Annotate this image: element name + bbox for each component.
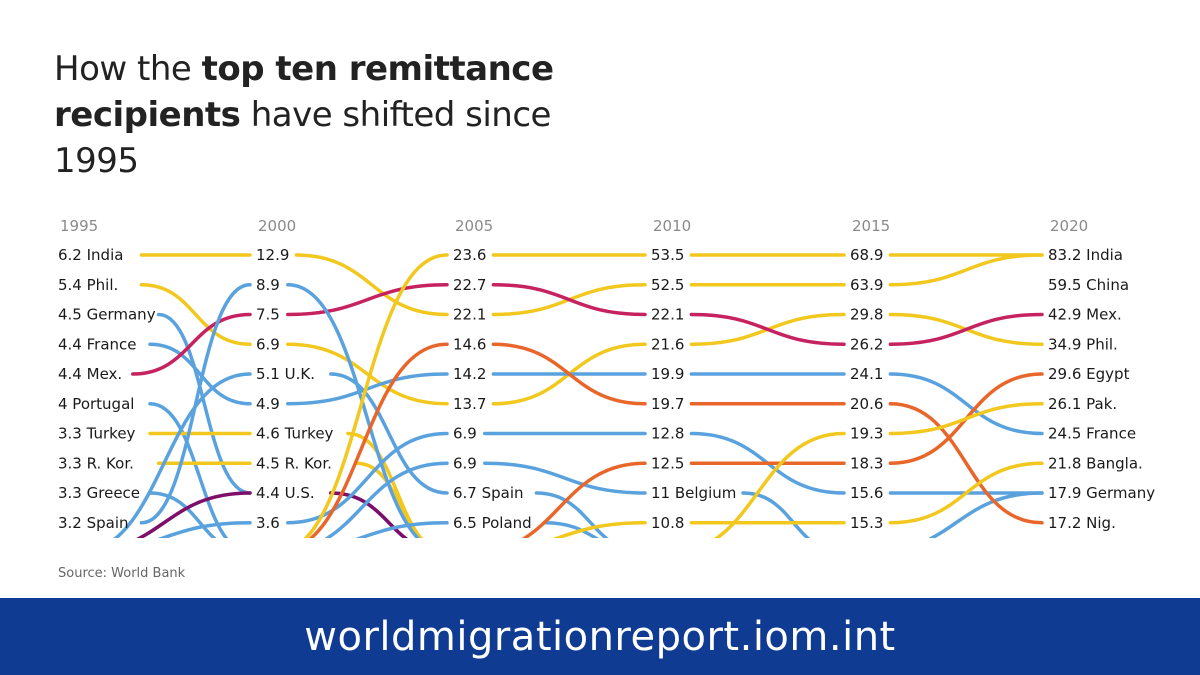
series-line [713,402,1044,538]
series-line [552,461,1044,538]
data-label: 29.6 Egypt [1048,365,1130,383]
year-tick-label: 2020 [1050,217,1088,235]
data-label: 12.9 [256,246,289,264]
data-label: 4.5 R. Kor. [256,454,332,472]
data-label: 26.2 [850,335,883,353]
series-line [113,372,609,538]
data-label: 14.2 [453,365,486,383]
bump-chart: 6.2 India 5.4 Phil. 4.5 Germany 4.4 France 4… [58,217,1155,538]
series-line [148,342,1044,436]
title-text-plain: How the [54,49,202,89]
data-label: 7.5 [256,306,280,324]
data-label: 6.9 [453,454,477,472]
data-label: 12.5 [651,454,684,472]
data-label: 17.2 Nig. [1048,514,1116,532]
title-text-bold-2: recipients [54,95,241,135]
data-label: 11 Belgium [651,484,736,502]
data-label: 6.7 Spain [453,484,524,502]
series-line [156,461,423,538]
data-label: 22.1 [651,306,684,324]
data-label: 3.3 Greece [58,484,140,502]
data-label: 14.6 [453,335,486,353]
data-label: 6.2 India [58,246,123,264]
series-line [148,402,229,538]
data-label: 4.5 Germany [58,306,156,324]
data-label: 13.7 [453,395,486,413]
data-label: 19.9 [651,365,684,383]
series-line [131,283,1044,376]
data-label: 15.3 [850,514,883,532]
data-label: 20.6 [850,395,883,413]
data-label: 4.6 Turkey [256,425,334,443]
data-label: 68.9 [850,246,883,264]
year-tick-label: 2005 [455,217,493,235]
data-label: 6.9 [453,425,477,443]
series-lines [113,253,1044,538]
year-tick-label: 2015 [852,217,890,235]
data-label: 52.5 [651,276,684,294]
data-label: 6.9 [256,335,280,353]
data-label: 3.2 Spain [58,514,129,532]
data-label: 3.6 [256,514,280,532]
year-tick-label: 2000 [258,217,296,235]
data-label: 4.4 Mex. [58,365,122,383]
series-line [148,491,217,538]
data-label: 4.4 U.S. [256,484,315,502]
data-label: 34.9 Phil. [1048,335,1118,353]
data-label: 17.9 Germany [1048,484,1155,502]
data-label: 18.3 [850,454,883,472]
data-label: 3.3 Turkey [58,425,136,443]
data-label: 4.9 [256,395,280,413]
data-label: 5.1 U.K. [256,365,315,383]
source-note: Source: World Bank [58,566,186,581]
series-line [521,372,1044,538]
data-label: 19.3 [850,425,883,443]
title-text-bold: top ten remittance [201,49,554,89]
data-label: 8.9 [256,276,280,294]
series-line [157,431,1044,538]
data-label: 3.3 R. Kor. [58,454,134,472]
data-label: 53.5 [651,246,684,264]
data-label: 21.8 Bangla. [1048,454,1143,472]
value-labels: 6.2 India 5.4 Phil. 4.5 Germany 4.4 France 4… [58,246,1155,532]
data-label: 15.6 [850,484,883,502]
series-line [303,253,1044,538]
data-label: 4 Portugal [58,395,134,413]
data-label: 24.5 France [1048,425,1136,443]
data-label: 21.6 [651,335,684,353]
data-label: 22.1 [453,306,486,324]
data-label: 5.4 Phil. [58,276,118,294]
title-text-suffix: have shifted since 1995 [54,95,551,181]
data-label: 19.7 [651,395,684,413]
year-tick-label: 1995 [60,217,98,235]
data-label: 10.8 [651,514,684,532]
year-tick-label: 2010 [653,217,691,235]
data-label: 6.5 Poland [453,514,532,532]
data-label: 26.1 Pak. [1048,395,1117,413]
data-label: 42.9 Mex. [1048,306,1122,324]
data-label: 4.4 France [58,335,137,353]
series-line [355,521,600,538]
chart-title: How the top ten remittance recipients hav… [54,46,614,184]
data-label: 59.5 China [1048,276,1129,294]
data-label: 12.8 [651,425,684,443]
data-label: 83.2 India [1048,246,1123,264]
data-label: 23.6 [453,246,486,264]
series-line [308,342,1044,538]
footer-url[interactable]: worldmigrationreport.iom.int [304,613,896,660]
data-label: 29.8 [850,306,883,324]
year-axis: 1995 2000 2005 2010 2015 2020 [60,217,1088,235]
data-label: 63.9 [850,276,883,294]
data-label: 22.7 [453,276,486,294]
data-label: 24.1 [850,365,883,383]
footer-banner: worldmigrationreport.iom.int [0,598,1200,675]
